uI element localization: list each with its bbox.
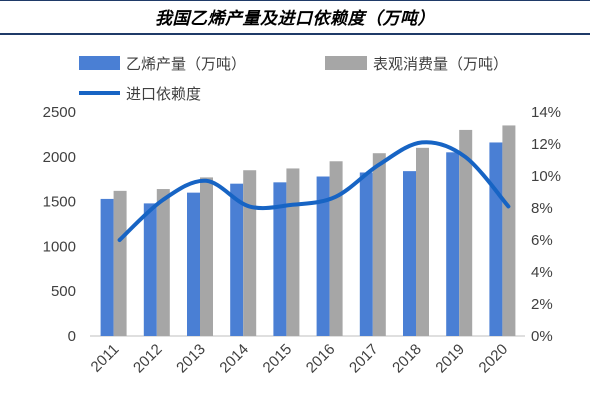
bar-consumption [416,147,429,336]
dependency-line [117,140,511,242]
x-tick-label: 2017 [346,341,382,377]
bar-production [489,142,503,336]
title-rule [0,33,590,35]
x-tick-label: 2016 [303,341,339,377]
y-left-tick-label: 0 [68,328,76,345]
x-tick-label: 2011 [88,341,123,376]
y-right-tick-label: 8% [531,200,553,217]
y-left-tick-label: 2000 [43,149,76,166]
x-tick-label: 2020 [476,341,512,377]
bar-production [359,172,373,336]
bar-production [316,176,330,336]
legend-item-dependency: 进口依赖度 [79,85,201,103]
y-left-tick-label: 1000 [43,238,76,255]
legend-item-production: 乙烯产量（万吨） [79,55,246,73]
legend-item-consumption: 表观消费量（万吨） [325,55,508,73]
title-bar: 我国乙烯产量及进口依赖度（万吨） [0,0,590,32]
chart-title: 我国乙烯产量及进口依赖度（万吨） [155,8,435,29]
bar-consumption [156,189,170,336]
x-tick-label: 2015 [260,341,296,377]
x-tick-label: 2012 [130,341,166,377]
top-rule [0,0,590,1]
line-layer [117,140,511,242]
legend-swatch-production [79,56,120,70]
right-axis: 0% 2% 4% 6% 8% 10% 12% 14% [531,104,561,345]
bar-consumption [200,177,213,336]
legend-label-production: 乙烯产量（万吨） [126,55,246,73]
bar-consumption [372,153,386,336]
y-right-tick-label: 10% [531,168,561,185]
bar-consumption [243,170,257,336]
bar-consumption [113,190,127,336]
bar-production [187,192,200,336]
x-axis: 2011 2012 2013 2014 2015 2016 2017 2018 2019 2020 [88,341,512,377]
legend-swatch-consumption [325,56,367,70]
y-right-tick-label: 6% [531,232,553,249]
bar-production [273,182,287,336]
bar-production [403,171,416,336]
y-left-tick-label: 1500 [43,194,76,211]
x-tick-label: 2013 [173,341,209,377]
bar-production [230,183,244,336]
legend-label-dependency: 进口依赖度 [126,85,201,103]
bar-consumption [502,125,516,336]
x-tick-label: 2014 [216,341,252,377]
bar-production [100,198,114,336]
y-right-tick-label: 0% [531,328,553,345]
bar-consumption [286,168,300,336]
bar-production [446,152,460,336]
y-right-tick-label: 14% [531,104,561,121]
bar-production [143,203,157,336]
bar-consumption [459,129,473,336]
legend-label-consumption: 表观消费量（万吨） [373,55,508,73]
legend: 乙烯产量（万吨） 表观消费量（万吨） 进口依赖度 [79,55,508,103]
y-right-tick-label: 12% [531,136,561,153]
y-left-tick-label: 2500 [43,104,76,121]
bar-consumption [329,161,343,336]
y-right-tick-label: 4% [531,264,553,281]
x-tick-label: 2019 [432,341,468,377]
y-left-tick-label: 500 [51,283,76,300]
x-tick-label: 2018 [389,341,425,377]
bars-layer [100,125,516,336]
y-right-tick-label: 2% [531,296,553,313]
left-axis: 0 500 1000 1500 2000 2500 [43,104,76,345]
